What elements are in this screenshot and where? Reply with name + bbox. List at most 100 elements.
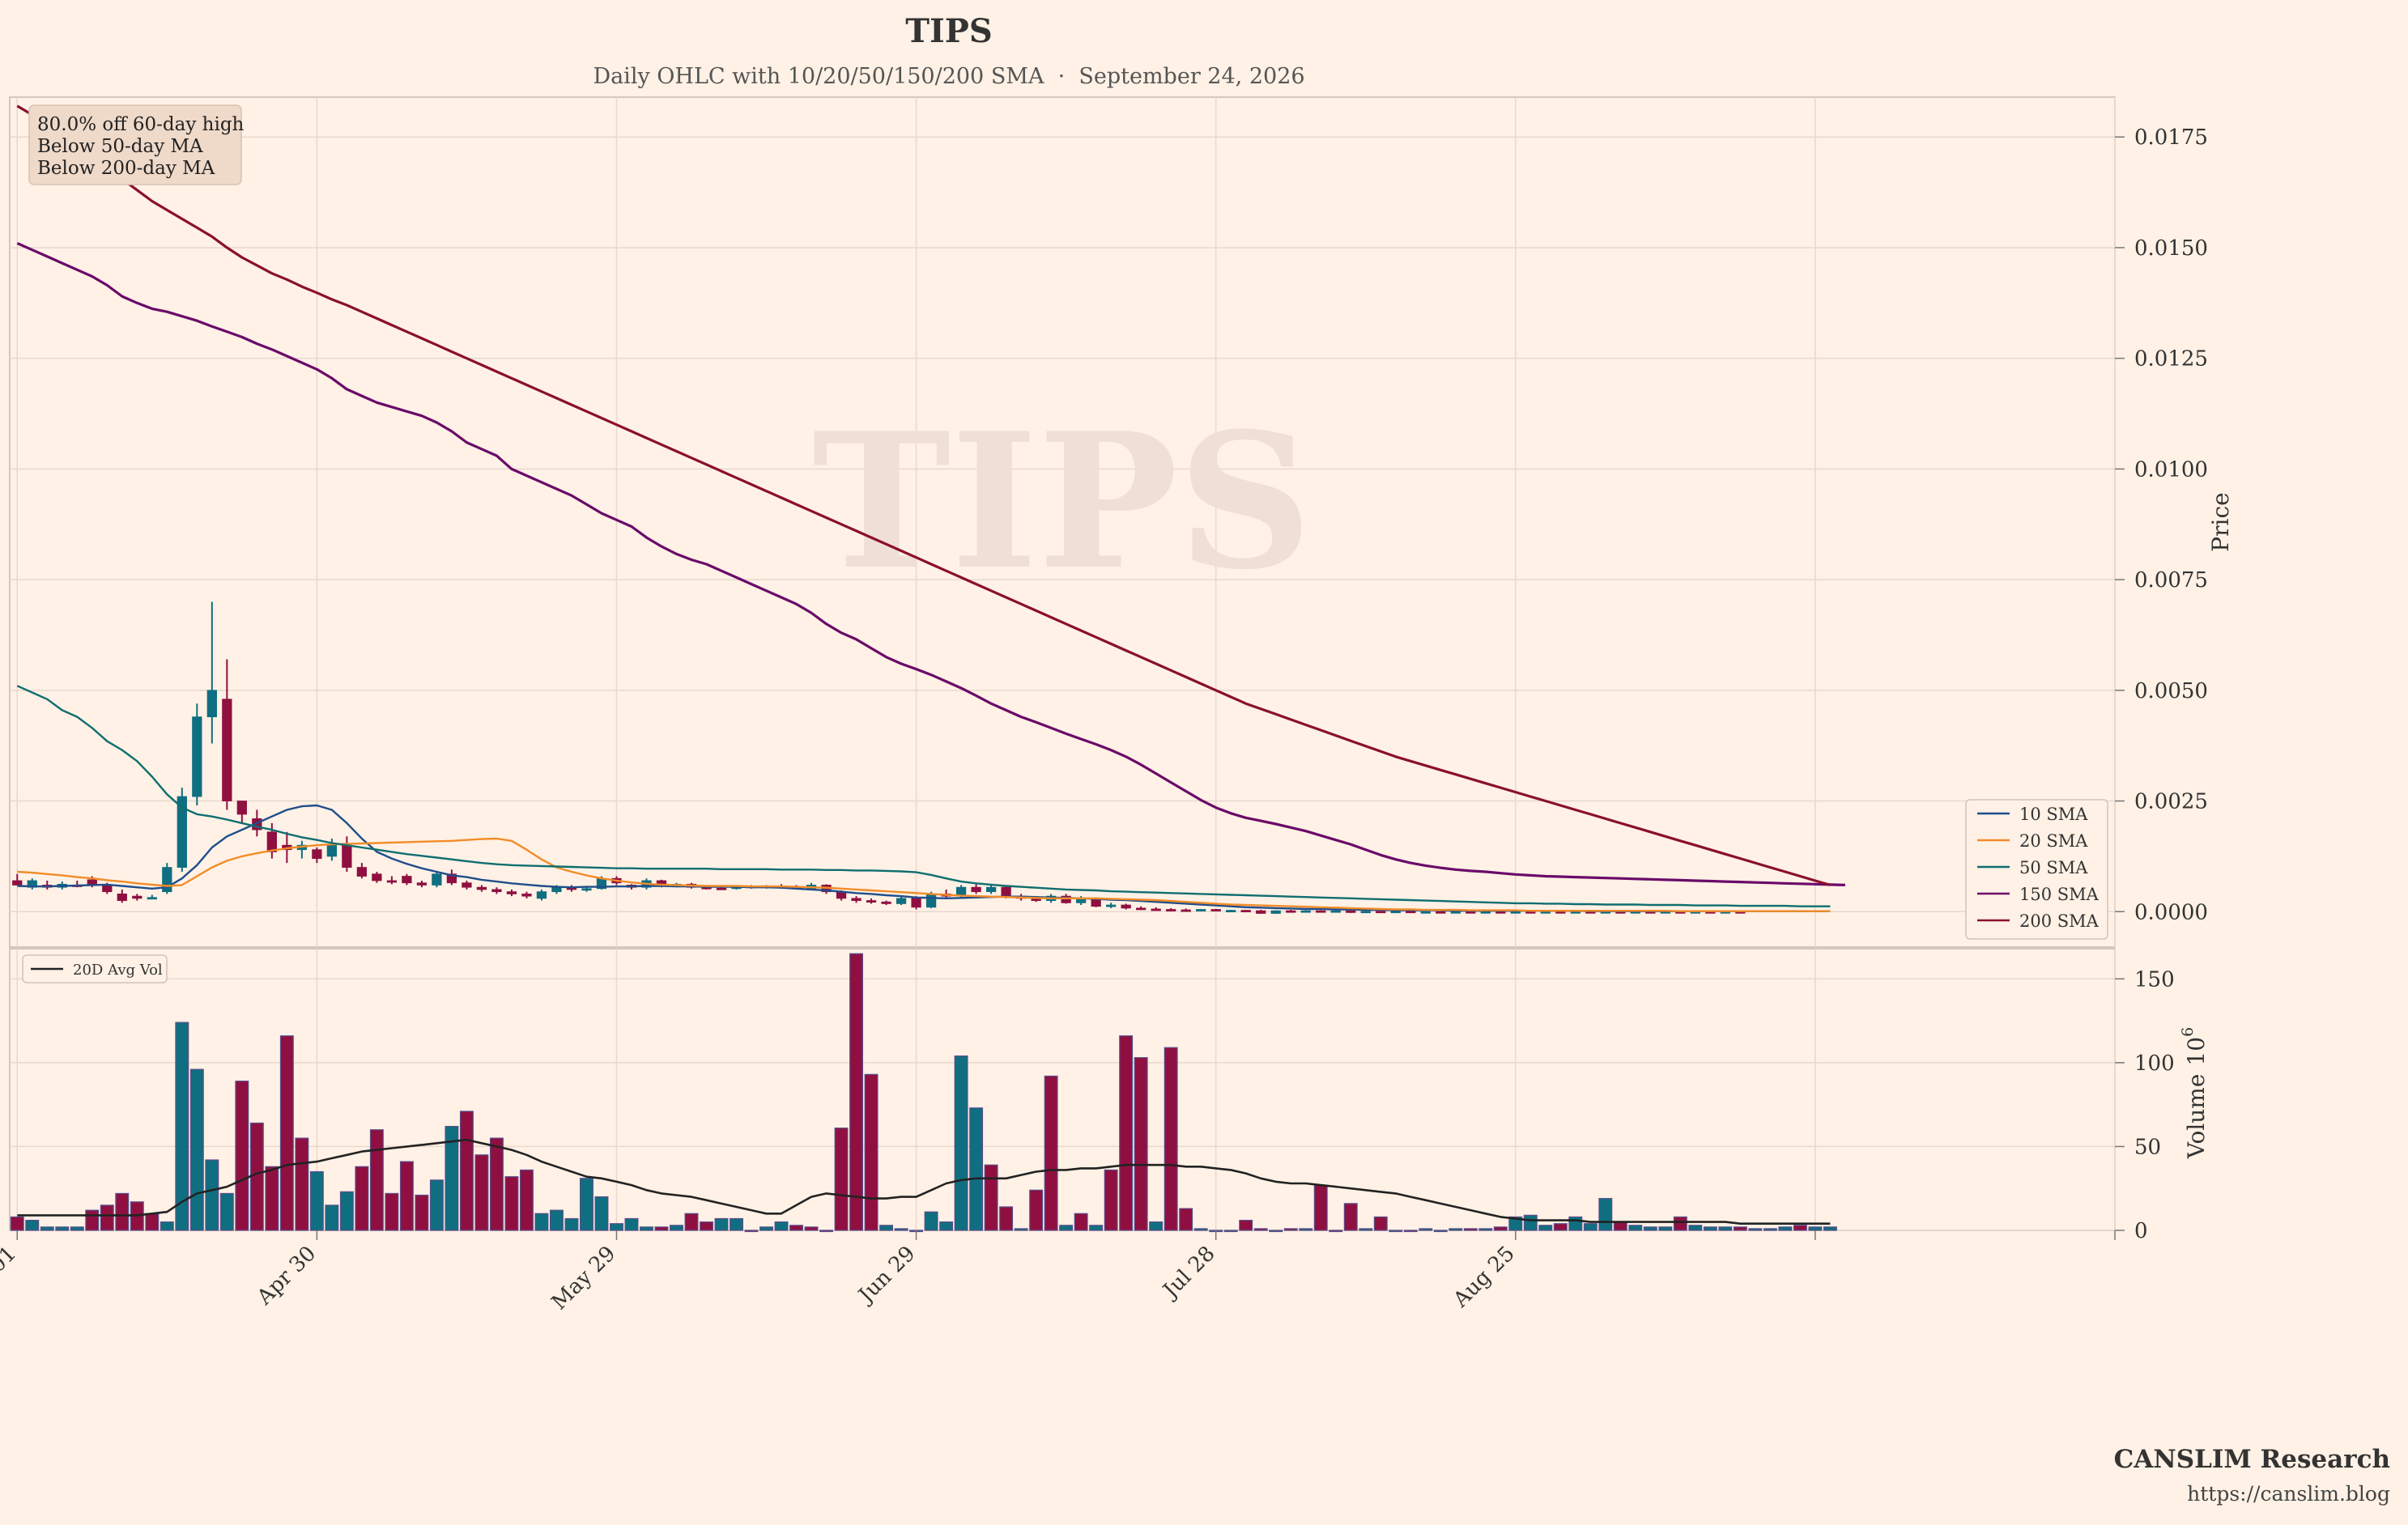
- legend-label-sma200: 200 SMA: [2019, 911, 2100, 931]
- volume-bar: [1223, 1230, 1238, 1233]
- volume-bar: [355, 1166, 369, 1231]
- watermark: TIPS: [812, 393, 1312, 611]
- volume-bar: [1613, 1221, 1627, 1231]
- candle-body: [1196, 909, 1206, 911]
- candle-body: [1136, 907, 1147, 911]
- volume-bar: [1523, 1214, 1538, 1231]
- volume-bar: [1568, 1216, 1583, 1231]
- volume-bar: [40, 1226, 54, 1231]
- candle: [536, 889, 547, 901]
- candle-body: [432, 873, 442, 886]
- volume-bar: [1449, 1228, 1463, 1231]
- candle: [132, 894, 143, 901]
- volume-bar: [1419, 1228, 1433, 1231]
- volume-bar: [1538, 1225, 1553, 1231]
- volume-ytick-labels: 0 50 100 150: [2115, 967, 2175, 1243]
- volume-bar: [339, 1191, 354, 1231]
- candle-body: [236, 801, 247, 815]
- volume-bar: [594, 1196, 609, 1231]
- volume-bar: [369, 1129, 384, 1231]
- volume-bar: [1688, 1225, 1703, 1231]
- volume-bar: [654, 1226, 669, 1231]
- price-ytick-label: 0.0125: [2134, 347, 2208, 372]
- volume-bar: [984, 1164, 998, 1231]
- volume-bar: [189, 1068, 204, 1231]
- volume-ylabel-text: Volume: [2183, 1074, 2210, 1160]
- candle-body: [206, 690, 217, 718]
- volume-bar: [519, 1169, 534, 1231]
- candle-body: [446, 873, 457, 884]
- candle: [386, 876, 398, 885]
- volume-bar: [235, 1081, 249, 1231]
- sma150-line: [16, 242, 1845, 886]
- volume-bar: [1359, 1228, 1373, 1231]
- candle: [12, 873, 23, 886]
- candle-body: [266, 831, 277, 852]
- volume-bar: [219, 1192, 234, 1231]
- candle: [1226, 910, 1236, 913]
- volume-bars: [10, 953, 1837, 1233]
- candle-body: [1420, 911, 1431, 914]
- candle: [1420, 911, 1431, 914]
- volume-bar: [1283, 1228, 1298, 1231]
- volume-bar: [85, 1209, 100, 1231]
- candle-body: [12, 880, 23, 886]
- volume-bar: [1673, 1216, 1687, 1231]
- volume-bar: [939, 1221, 954, 1231]
- volume-bar: [1239, 1219, 1253, 1231]
- candle-body: [312, 849, 322, 860]
- candle: [1240, 910, 1251, 913]
- candle-body: [1151, 908, 1161, 911]
- sma200-line: [16, 104, 1831, 886]
- volume-bar: [1643, 1226, 1657, 1231]
- candle: [1196, 908, 1206, 911]
- candle-body: [1330, 910, 1341, 913]
- candle: [1316, 910, 1326, 913]
- volume-bar: [309, 1170, 324, 1231]
- volume-bar: [1299, 1228, 1313, 1231]
- volume-bar: [1403, 1230, 1418, 1233]
- volume-bar: [10, 1216, 24, 1231]
- candle: [1106, 903, 1117, 908]
- sma-lines: [16, 104, 1845, 912]
- candle-body: [117, 893, 127, 901]
- volume-bar: [70, 1226, 84, 1231]
- volume-bar: [1763, 1228, 1777, 1231]
- candle: [971, 884, 981, 894]
- volume-bar: [115, 1192, 130, 1231]
- candle-body: [1210, 909, 1221, 911]
- volume-bar: [474, 1154, 489, 1231]
- volume-bar: [385, 1192, 399, 1231]
- sma20-line: [17, 837, 1831, 912]
- volume-bar: [399, 1161, 414, 1231]
- candle-body: [536, 891, 547, 899]
- avg-volume-line: [17, 1138, 1831, 1225]
- volume-bar: [969, 1107, 984, 1231]
- volume-bar: [295, 1137, 309, 1231]
- candle: [1136, 906, 1147, 911]
- price-ytick-label: 0.0075: [2134, 568, 2208, 593]
- volume-ytick-label: 0: [2134, 1219, 2148, 1243]
- candle-body: [1121, 904, 1131, 909]
- volume-bar: [100, 1204, 114, 1231]
- candle-body: [1286, 910, 1296, 913]
- volume-bar: [894, 1228, 908, 1231]
- candle-body: [416, 882, 428, 886]
- candle-body: [491, 889, 502, 893]
- candle: [581, 887, 592, 892]
- candle-body: [985, 886, 997, 893]
- volume-bar: [534, 1213, 549, 1231]
- volume-legend: 20D Avg Vol: [22, 954, 168, 983]
- candle-body: [1450, 911, 1461, 914]
- volume-bar: [579, 1178, 593, 1231]
- volume-bar: [1044, 1075, 1058, 1231]
- volume-bar: [145, 1213, 160, 1231]
- volume-bar: [1658, 1226, 1673, 1231]
- volume-bar: [549, 1209, 564, 1231]
- candle-body: [462, 882, 472, 888]
- volume-bar: [1598, 1198, 1613, 1231]
- volume-bar: [864, 1073, 879, 1231]
- candle: [462, 880, 472, 890]
- volume-bar: [459, 1111, 474, 1231]
- volume-bar: [804, 1226, 819, 1231]
